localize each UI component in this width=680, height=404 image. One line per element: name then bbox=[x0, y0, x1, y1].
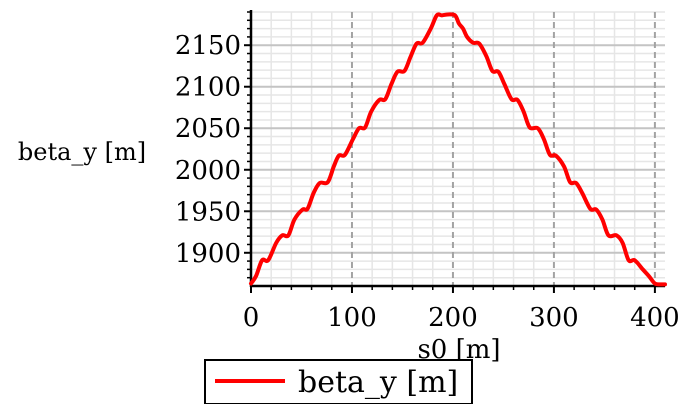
axes bbox=[244, 10, 665, 293]
legend-label: beta_y [m] bbox=[298, 365, 458, 400]
y-tick-label: 2050 bbox=[175, 114, 241, 144]
minor-gridlines bbox=[251, 11, 665, 286]
series-line-0 bbox=[249, 12, 667, 287]
legend: beta_y [m] bbox=[204, 359, 473, 404]
y-axis-label: beta_y [m] bbox=[18, 138, 146, 166]
x-tick-label: 200 bbox=[428, 303, 478, 333]
x-tick-label: 400 bbox=[630, 303, 680, 333]
y-tick-label: 2000 bbox=[175, 156, 241, 186]
x-tick-label: 100 bbox=[327, 303, 377, 333]
x-tick-label: 0 bbox=[243, 303, 260, 333]
y-tick-label: 2150 bbox=[175, 31, 241, 61]
y-tick-labels: 1900 1950 2000 2050 2100 2150 bbox=[175, 31, 241, 269]
y-tick-label: 1900 bbox=[175, 239, 241, 269]
x-tick-label: 300 bbox=[529, 303, 579, 333]
series-lines bbox=[249, 12, 667, 287]
x-tick-labels: 0 100 200 300 400 bbox=[243, 303, 680, 333]
y-tick-label: 1950 bbox=[175, 197, 241, 227]
y-tick-label: 2100 bbox=[175, 73, 241, 103]
